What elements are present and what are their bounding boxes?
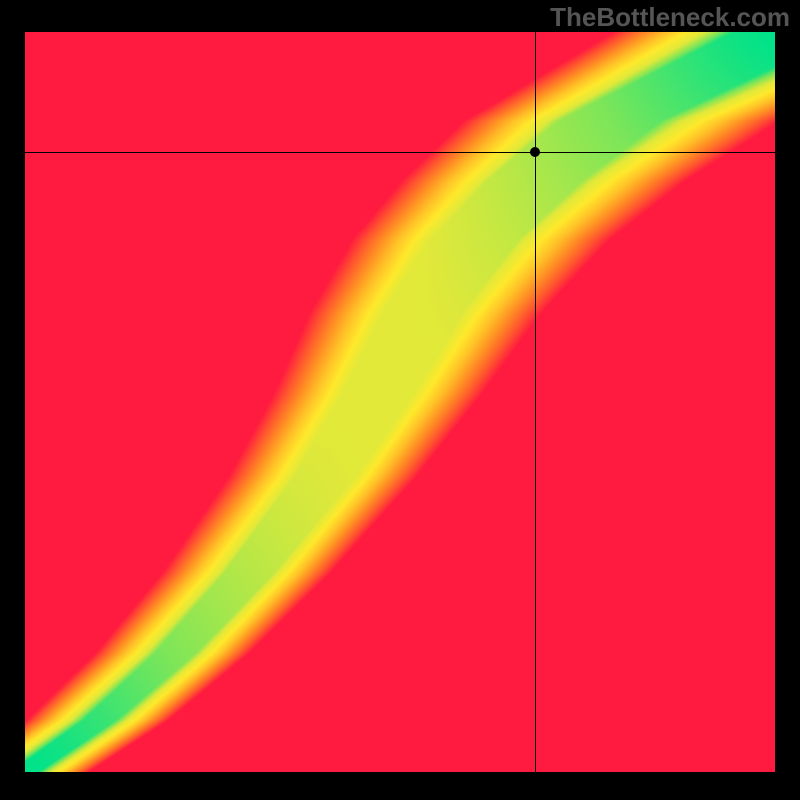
crosshair-horizontal — [25, 152, 775, 153]
crosshair-vertical — [535, 32, 536, 772]
watermark-text: TheBottleneck.com — [550, 2, 790, 33]
crosshair-marker — [530, 147, 540, 157]
heatmap-canvas — [25, 32, 775, 772]
chart-container: TheBottleneck.com — [0, 0, 800, 800]
